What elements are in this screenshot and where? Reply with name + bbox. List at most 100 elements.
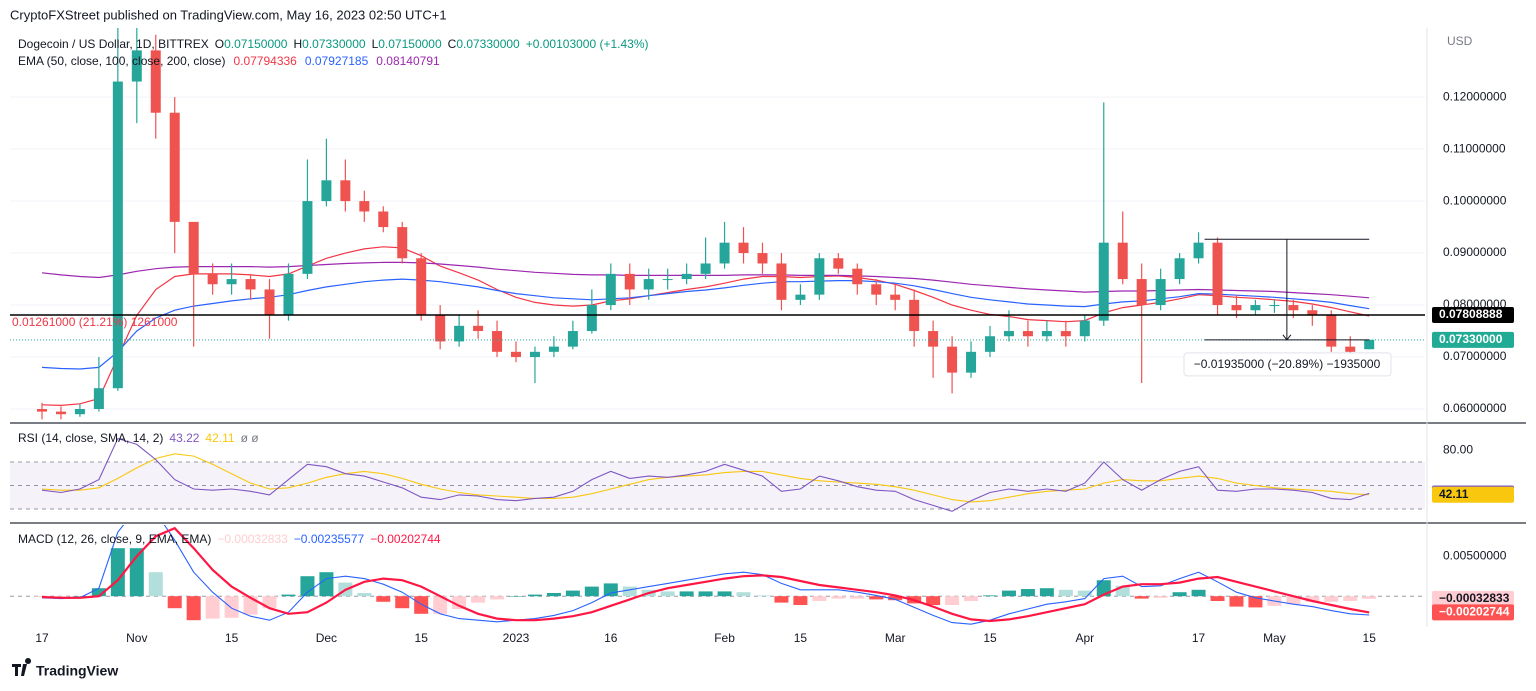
- macd-legend-value: −0.00032833: [217, 532, 288, 546]
- legend: RSI (14, close, SMA, 14, 2) 43.22 42.11 ø ø: [18, 431, 259, 445]
- macd-line: [41, 526, 1370, 623]
- histogram-bar: [1324, 596, 1339, 602]
- histogram-bar: [603, 583, 618, 597]
- histogram-bar: [565, 590, 580, 597]
- histogram-bar: [1248, 596, 1263, 608]
- candle-body: [605, 273, 616, 306]
- candle-body: [283, 273, 294, 316]
- histogram-bar: [91, 588, 106, 597]
- candle-body: [700, 263, 711, 274]
- macd-legend-value: −0.00202744: [370, 532, 441, 546]
- y-tick-label: 0.09000000: [1443, 245, 1507, 259]
- histogram-bar: [357, 593, 372, 597]
- histogram-bar: [395, 596, 410, 609]
- left-note: 0.01261000 (21.21%) 1261000: [12, 315, 178, 329]
- histogram-bar: [300, 576, 315, 597]
- histogram-bar: [698, 591, 713, 597]
- macd-line: [41, 525, 1370, 625]
- y-tick-label: 80.00: [1443, 442, 1473, 456]
- overlay-value: 0.07927185: [305, 54, 369, 68]
- candle-body: [55, 411, 66, 415]
- candle-body: [1060, 331, 1071, 337]
- candle-body: [435, 315, 446, 342]
- candle-body: [131, 50, 142, 82]
- histogram-bar: [945, 596, 960, 605]
- x-tick-label: 15: [794, 631, 808, 645]
- histogram-bar: [527, 594, 542, 597]
- histogram-bar: [1058, 589, 1073, 597]
- histogram-bar: [679, 591, 694, 597]
- histogram-bar: [224, 596, 239, 618]
- candle-body: [1231, 305, 1242, 311]
- overlay: 0.060000000.070000000.080000000.09000000…: [12, 34, 1514, 645]
- candle-body: [37, 409, 47, 412]
- candle-body: [624, 273, 635, 290]
- histogram-bar: [888, 596, 903, 601]
- candle-body: [264, 289, 275, 316]
- x-tick-label: Apr: [1075, 631, 1094, 645]
- candle-body: [1307, 310, 1318, 316]
- macd-value-label-bg: [1432, 590, 1514, 607]
- candle-body: [1136, 279, 1147, 306]
- measure-box: [1183, 352, 1392, 377]
- x-tick-label: 15: [1363, 631, 1377, 645]
- ohlc-value: 0.07150000: [224, 37, 288, 51]
- candle-body: [738, 242, 749, 254]
- candle-body: [321, 180, 332, 202]
- histogram-bar: [433, 596, 448, 614]
- histogram-bar: [1153, 596, 1168, 598]
- y-tick-label: 0.10000000: [1443, 193, 1507, 207]
- x-tick-label: 17: [1192, 631, 1206, 645]
- x-tick-label: 15: [225, 631, 239, 645]
- candle-body: [1079, 320, 1090, 337]
- histogram-bar: [546, 593, 561, 597]
- ohlc-key: C: [448, 37, 457, 51]
- rsi-sma-line: [41, 453, 1370, 503]
- y-tick-label: 0.12000000: [1443, 89, 1507, 103]
- candle-body: [1155, 279, 1166, 306]
- legend: MACD (12, 26, close, 9, EMA, EMA) −0.0003…: [18, 532, 441, 546]
- macd-title: MACD (12, 26, close, 9, EMA, EMA): [18, 532, 211, 546]
- histogram-bar: [1343, 596, 1358, 601]
- histogram-bar: [622, 586, 637, 597]
- hline-label-bg: [1432, 306, 1514, 323]
- candle-body: [1288, 305, 1299, 311]
- histogram-bar: [509, 596, 523, 597]
- histogram-bar: [1210, 596, 1225, 601]
- candle-body: [985, 336, 995, 352]
- histogram-bar: [490, 596, 505, 600]
- publisher-line: CryptoFXStreet published on TradingView.…: [10, 7, 447, 22]
- candle-body: [1117, 242, 1128, 280]
- brand-name: TradingView: [36, 663, 118, 679]
- y-tick-label: 0.07000000: [1443, 349, 1507, 363]
- candle-body: [833, 258, 844, 269]
- candle-body: [1269, 305, 1280, 307]
- x-tick-label: Nov: [126, 631, 147, 645]
- x-tick-label: 15: [415, 631, 429, 645]
- y-tick-label: 0.00500000: [1443, 548, 1507, 562]
- histogram-bar: [736, 592, 751, 597]
- histogram-bar: [1134, 596, 1149, 599]
- candle-body: [1345, 346, 1356, 352]
- candle-body: [1212, 242, 1223, 306]
- overlay-title: EMA (50, close, 100, close, 200, close): [18, 54, 225, 68]
- candle-body: [302, 201, 313, 274]
- ohlc-value: 0.07150000: [378, 37, 442, 51]
- rsi-legend-value: 43.22: [169, 431, 199, 445]
- ema-line: [41, 246, 1370, 407]
- histogram-bar: [812, 596, 827, 601]
- candle-body: [340, 180, 351, 202]
- hline-label: 0.07808888: [1439, 307, 1503, 321]
- candle-body: [454, 325, 465, 342]
- overlay-value: 0.07794336: [233, 54, 297, 68]
- histogram-bar: [1115, 585, 1130, 597]
- candle-body: [169, 112, 180, 222]
- histogram-bar: [717, 591, 732, 597]
- histogram-bar: [793, 596, 808, 605]
- last-price-label: 0.07330000: [1439, 332, 1503, 346]
- histogram-bar: [376, 596, 391, 602]
- candle-body: [1326, 315, 1337, 347]
- ema-line: [41, 278, 1370, 370]
- rsi-extra: ø ø: [241, 431, 260, 445]
- candle-body: [74, 409, 85, 415]
